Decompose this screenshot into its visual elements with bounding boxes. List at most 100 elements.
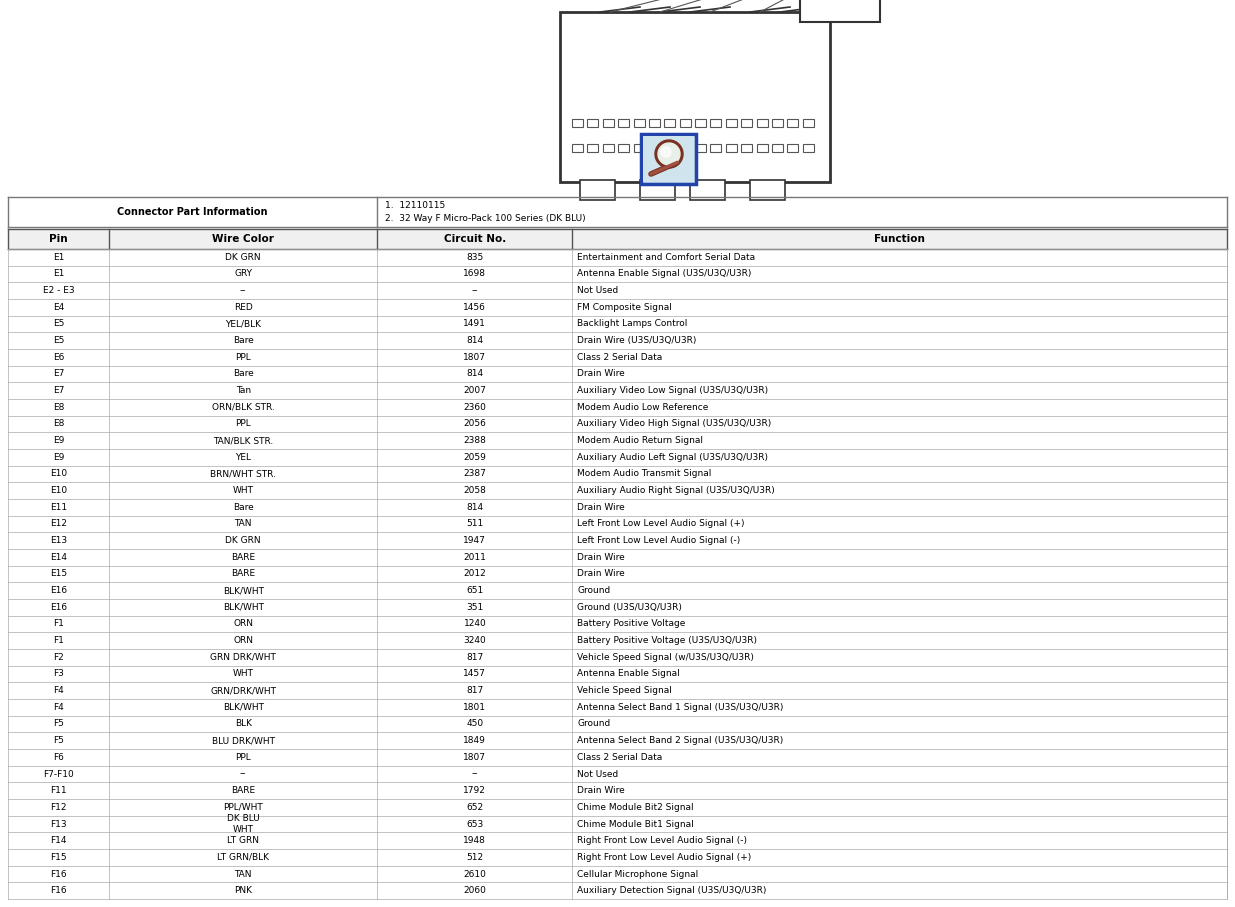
Text: Ground: Ground bbox=[578, 719, 610, 728]
Text: ORN/BLK STR.: ORN/BLK STR. bbox=[212, 403, 274, 412]
Text: GRY: GRY bbox=[235, 269, 252, 278]
Text: DK GRN: DK GRN bbox=[226, 253, 261, 262]
Text: 652: 652 bbox=[467, 803, 483, 812]
Text: --: -- bbox=[240, 287, 247, 295]
Bar bbox=[634, 119, 645, 127]
Text: E10: E10 bbox=[51, 470, 67, 479]
Text: E16: E16 bbox=[51, 603, 67, 612]
Bar bbox=[603, 144, 614, 152]
Text: Right Front Low Level Audio Signal (-): Right Front Low Level Audio Signal (-) bbox=[578, 836, 747, 845]
Text: --: -- bbox=[472, 769, 478, 778]
Text: E7: E7 bbox=[53, 369, 64, 378]
Text: F2: F2 bbox=[53, 653, 64, 662]
Text: E12: E12 bbox=[51, 520, 67, 529]
Text: F5: F5 bbox=[53, 719, 64, 728]
Text: 1947: 1947 bbox=[463, 536, 487, 545]
Text: GRN/DRK/WHT: GRN/DRK/WHT bbox=[210, 687, 277, 695]
Text: PPL/WHT: PPL/WHT bbox=[224, 803, 263, 812]
Text: E8: E8 bbox=[53, 420, 64, 428]
Text: 511: 511 bbox=[467, 520, 483, 529]
Text: Drain Wire: Drain Wire bbox=[578, 570, 625, 579]
Text: 1456: 1456 bbox=[463, 303, 487, 312]
Text: PPL: PPL bbox=[236, 753, 251, 762]
Text: --: -- bbox=[240, 769, 247, 778]
Text: FM Composite Signal: FM Composite Signal bbox=[578, 303, 672, 312]
Text: E9: E9 bbox=[53, 436, 64, 445]
Text: TAN: TAN bbox=[235, 870, 252, 879]
Text: 1240: 1240 bbox=[463, 619, 487, 629]
Text: ORN: ORN bbox=[233, 636, 253, 645]
Text: WHT: WHT bbox=[232, 669, 253, 678]
Bar bbox=[803, 119, 814, 127]
Text: 2387: 2387 bbox=[463, 470, 487, 479]
Text: Antenna Enable Signal (U3S/U3Q/U3R): Antenna Enable Signal (U3S/U3Q/U3R) bbox=[578, 269, 752, 278]
Text: 2012: 2012 bbox=[463, 570, 487, 579]
Bar bbox=[619, 119, 629, 127]
Text: 2610: 2610 bbox=[463, 870, 487, 879]
Text: --: -- bbox=[472, 287, 478, 295]
Text: F5: F5 bbox=[53, 736, 64, 746]
Text: F1: F1 bbox=[53, 636, 64, 645]
Text: F13: F13 bbox=[51, 820, 67, 828]
Text: Vehicle Speed Signal: Vehicle Speed Signal bbox=[578, 687, 672, 695]
Bar bbox=[641, 134, 697, 184]
Text: Ground: Ground bbox=[578, 586, 610, 595]
Text: Backlight Lamps Control: Backlight Lamps Control bbox=[578, 319, 688, 328]
Bar bbox=[726, 119, 737, 127]
Text: F3: F3 bbox=[53, 669, 64, 678]
Text: Circuit No.: Circuit No. bbox=[443, 234, 506, 244]
Bar bbox=[726, 144, 737, 152]
Bar bbox=[679, 119, 690, 127]
Bar bbox=[695, 144, 706, 152]
Text: 814: 814 bbox=[467, 369, 483, 378]
Bar bbox=[572, 119, 583, 127]
Text: E14: E14 bbox=[51, 553, 67, 561]
Text: 814: 814 bbox=[467, 502, 483, 512]
Text: Drain Wire: Drain Wire bbox=[578, 369, 625, 378]
Text: Bare: Bare bbox=[233, 336, 253, 346]
Text: Modem Audio Return Signal: Modem Audio Return Signal bbox=[578, 436, 704, 445]
Text: F4: F4 bbox=[53, 687, 64, 695]
Text: BARE: BARE bbox=[231, 786, 256, 795]
Text: PPL: PPL bbox=[236, 420, 251, 428]
Text: LT GRN/BLK: LT GRN/BLK bbox=[217, 853, 269, 862]
Bar bbox=[690, 180, 725, 200]
Text: 2059: 2059 bbox=[463, 453, 487, 462]
Bar bbox=[664, 144, 676, 152]
Text: Drain Wire: Drain Wire bbox=[578, 553, 625, 561]
Bar bbox=[800, 0, 881, 22]
Polygon shape bbox=[655, 140, 683, 168]
Text: F12: F12 bbox=[51, 803, 67, 812]
Text: YEL/BLK: YEL/BLK bbox=[225, 319, 262, 328]
Text: TAN: TAN bbox=[235, 520, 252, 529]
Bar bbox=[787, 144, 798, 152]
Text: Battery Positive Voltage: Battery Positive Voltage bbox=[578, 619, 685, 629]
Bar bbox=[787, 119, 798, 127]
Text: Ground (U3S/U3Q/U3R): Ground (U3S/U3Q/U3R) bbox=[578, 603, 682, 612]
Text: 2.  32 Way F Micro-Pack 100 Series (DK BLU): 2. 32 Way F Micro-Pack 100 Series (DK BL… bbox=[385, 214, 585, 223]
Text: BLK/WHT: BLK/WHT bbox=[222, 603, 264, 612]
Text: E4: E4 bbox=[53, 303, 64, 312]
Text: 3240: 3240 bbox=[463, 636, 487, 645]
Text: Not Used: Not Used bbox=[578, 769, 619, 778]
Bar bbox=[648, 144, 659, 152]
Text: Class 2 Serial Data: Class 2 Serial Data bbox=[578, 753, 663, 762]
Bar bbox=[603, 119, 614, 127]
Text: TAN/BLK STR.: TAN/BLK STR. bbox=[214, 436, 273, 445]
Text: Auxiliary Audio Left Signal (U3S/U3Q/U3R): Auxiliary Audio Left Signal (U3S/U3Q/U3R… bbox=[578, 453, 768, 462]
Text: ORN: ORN bbox=[233, 619, 253, 629]
Bar bbox=[757, 119, 767, 127]
Text: Antenna Enable Signal: Antenna Enable Signal bbox=[578, 669, 680, 678]
Text: 1801: 1801 bbox=[463, 703, 487, 712]
Text: Drain Wire: Drain Wire bbox=[578, 502, 625, 512]
Text: Class 2 Serial Data: Class 2 Serial Data bbox=[578, 353, 663, 362]
Text: 817: 817 bbox=[467, 653, 483, 662]
Text: Auxiliary Detection Signal (U3S/U3Q/U3R): Auxiliary Detection Signal (U3S/U3Q/U3R) bbox=[578, 886, 767, 895]
Text: E10: E10 bbox=[51, 486, 67, 495]
Text: Function: Function bbox=[874, 234, 925, 244]
Text: BLU DRK/WHT: BLU DRK/WHT bbox=[211, 736, 274, 746]
Bar bbox=[664, 119, 676, 127]
Text: 1491: 1491 bbox=[463, 319, 487, 328]
Bar bbox=[588, 119, 599, 127]
Text: BRN/WHT STR.: BRN/WHT STR. bbox=[210, 470, 277, 479]
